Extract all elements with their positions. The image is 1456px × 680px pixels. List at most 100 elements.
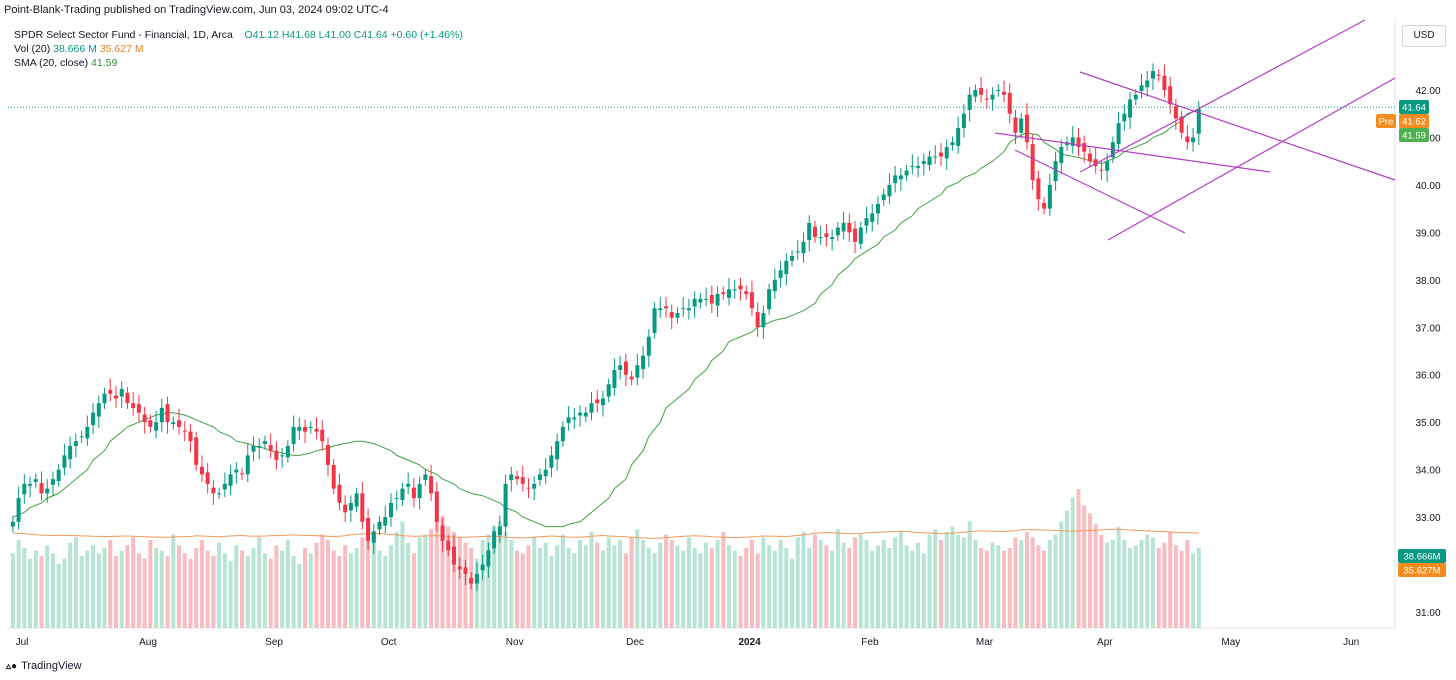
candle-body[interactable] [858, 227, 863, 244]
legend-vol-label[interactable]: Vol (20) [14, 43, 51, 55]
candle-body[interactable] [492, 531, 497, 549]
channel-line-lower-down[interactable] [1014, 149, 1186, 234]
candle-body[interactable] [1082, 143, 1087, 152]
candle-body[interactable] [1179, 116, 1184, 133]
candle-body[interactable] [692, 298, 697, 307]
candle-body[interactable] [291, 426, 296, 445]
candle-body[interactable] [1047, 184, 1052, 209]
candle-body[interactable] [400, 488, 405, 501]
candle-body[interactable] [830, 237, 835, 240]
candle-body[interactable] [262, 441, 267, 445]
candle-body[interactable] [635, 365, 640, 378]
candle-body[interactable] [1116, 123, 1121, 145]
candle-body[interactable] [194, 437, 199, 465]
candle-body[interactable] [933, 156, 938, 158]
candle-body[interactable] [452, 546, 457, 565]
candle-body[interactable] [578, 412, 583, 416]
candle-body[interactable] [142, 414, 147, 423]
candle-body[interactable] [503, 483, 508, 527]
candle-body[interactable] [383, 517, 388, 526]
candle-body[interactable] [1059, 146, 1064, 164]
candle-body[interactable] [16, 498, 21, 522]
candle-body[interactable] [1162, 75, 1167, 90]
candle-body[interactable] [675, 313, 680, 318]
candle-body[interactable] [606, 384, 611, 397]
candle-body[interactable] [875, 203, 880, 214]
candle-body[interactable] [1150, 71, 1155, 79]
candle-body[interactable] [1139, 85, 1144, 91]
candle-body[interactable] [394, 498, 399, 500]
candle-body[interactable] [658, 308, 663, 311]
candle-body[interactable] [950, 142, 955, 146]
candle-body[interactable] [893, 175, 898, 184]
candle-body[interactable] [33, 479, 38, 482]
currency-button[interactable]: USD [1402, 25, 1446, 47]
candle-body[interactable] [583, 412, 588, 417]
candle-body[interactable] [240, 473, 245, 475]
candle-body[interactable] [1030, 144, 1035, 181]
candle-body[interactable] [555, 441, 560, 460]
candle-body[interactable] [1076, 137, 1081, 147]
candle-body[interactable] [50, 479, 55, 485]
candle-body[interactable] [801, 241, 806, 254]
candle-body[interactable] [1070, 137, 1075, 146]
candle-body[interactable] [463, 567, 468, 575]
candle-body[interactable] [446, 540, 451, 551]
candle-body[interactable] [148, 420, 153, 427]
candle-body[interactable] [245, 455, 250, 475]
candle-body[interactable] [961, 113, 966, 128]
candle-body[interactable] [749, 292, 754, 309]
candle-body[interactable] [251, 445, 256, 452]
candle-body[interactable] [331, 464, 336, 489]
candle-body[interactable] [417, 483, 422, 499]
candle-body[interactable] [325, 444, 330, 465]
candle-body[interactable] [348, 502, 353, 511]
candle-body[interactable] [62, 455, 67, 468]
candle-body[interactable] [1196, 108, 1201, 134]
candle-body[interactable] [709, 295, 714, 304]
candle-body[interactable] [979, 88, 984, 95]
candle-body[interactable] [440, 525, 445, 541]
candle-body[interactable] [125, 392, 130, 404]
candle-body[interactable] [457, 566, 462, 570]
candle-body[interactable] [790, 256, 795, 261]
candle-body[interactable] [543, 469, 548, 477]
candle-body[interactable] [1185, 136, 1190, 143]
candle-body[interactable] [686, 308, 691, 311]
candle-body[interactable] [171, 422, 176, 425]
candle-body[interactable] [480, 564, 485, 571]
candle-body[interactable] [360, 493, 365, 522]
candle-body[interactable] [297, 426, 302, 431]
candle-body[interactable] [388, 502, 393, 518]
candle-body[interactable] [938, 152, 943, 157]
candle-body[interactable] [704, 298, 709, 300]
candle-body[interactable] [268, 444, 273, 451]
candle-body[interactable] [727, 289, 732, 298]
candle-body[interactable] [898, 175, 903, 180]
candle-body[interactable] [870, 213, 875, 222]
candle-body[interactable] [1173, 106, 1178, 119]
candle-body[interactable] [549, 455, 554, 468]
candle-body[interactable] [560, 426, 565, 442]
candle-body[interactable] [1002, 91, 1007, 95]
candle-body[interactable] [600, 398, 605, 406]
candle-body[interactable] [10, 521, 15, 527]
candle-body[interactable] [1122, 113, 1127, 122]
candle-body[interactable] [222, 483, 227, 490]
candle-body[interactable] [28, 483, 33, 486]
candle-body[interactable] [474, 574, 479, 584]
candle-body[interactable] [795, 251, 800, 253]
channel-line-rising-lower[interactable] [1107, 77, 1396, 241]
candle-body[interactable] [429, 476, 434, 494]
candle-body[interactable] [921, 161, 926, 165]
candle-body[interactable] [1042, 202, 1047, 209]
channel-line-mid[interactable] [994, 132, 1271, 173]
candle-body[interactable] [715, 294, 720, 306]
candle-body[interactable] [113, 395, 118, 399]
candle-body[interactable] [1168, 86, 1173, 105]
candle-body[interactable] [497, 526, 502, 536]
candle-body[interactable] [39, 482, 44, 494]
candle-body[interactable] [807, 222, 812, 240]
candle-body[interactable] [1133, 94, 1138, 100]
